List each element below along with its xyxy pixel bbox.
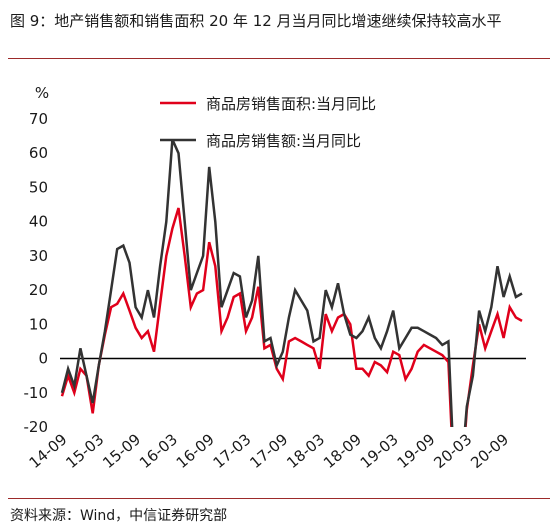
y-tick-label: 70: [29, 110, 48, 128]
x-tick-label: 19-03: [357, 430, 402, 472]
x-tick-label: 18-09: [320, 430, 365, 472]
x-tick-label: 14-09: [26, 430, 71, 472]
x-tick-label: 20-03: [430, 430, 475, 472]
y-tick-label: 50: [29, 178, 48, 196]
x-tick-label: 20-09: [467, 430, 512, 472]
y-tick-label: 60: [29, 144, 48, 162]
legend-label: 商品房销售额:当月同比: [206, 132, 361, 150]
rule: [8, 58, 550, 59]
series-line: [60, 138, 523, 427]
y-tick-label: 0: [38, 350, 48, 368]
x-tick-label: 17-09: [246, 430, 291, 472]
x-tick-label: 18-03: [283, 430, 328, 472]
source: 资料来源：Wind，中信证券研究部: [10, 508, 228, 524]
y-tick-label: 30: [29, 247, 48, 265]
y-tick-label: -10: [24, 384, 49, 402]
y-tick-label: 10: [29, 315, 48, 333]
y-axis-label: %: [35, 84, 49, 102]
series-line: [60, 207, 523, 427]
y-tick-label: -20: [24, 418, 49, 436]
chart-title: 图 9：地产销售额和销售面积 20 年 12 月当月同比增速继续保持较高水平: [10, 12, 502, 30]
x-tick-label: 15-03: [62, 430, 107, 472]
y-tick-label: 20: [29, 281, 48, 299]
chart: % -20-1001020304050607014-0915-0315-0916…: [24, 84, 526, 472]
x-tick-label: 17-03: [210, 430, 255, 472]
y-tick-label: 40: [29, 213, 48, 231]
rule: [8, 498, 550, 499]
x-tick-label: 16-09: [173, 430, 218, 472]
x-tick-label: 15-09: [99, 430, 144, 472]
legend-label: 商品房销售面积:当月同比: [206, 95, 376, 113]
x-tick-label: 19-09: [394, 430, 439, 472]
x-tick-label: 16-03: [136, 430, 181, 472]
